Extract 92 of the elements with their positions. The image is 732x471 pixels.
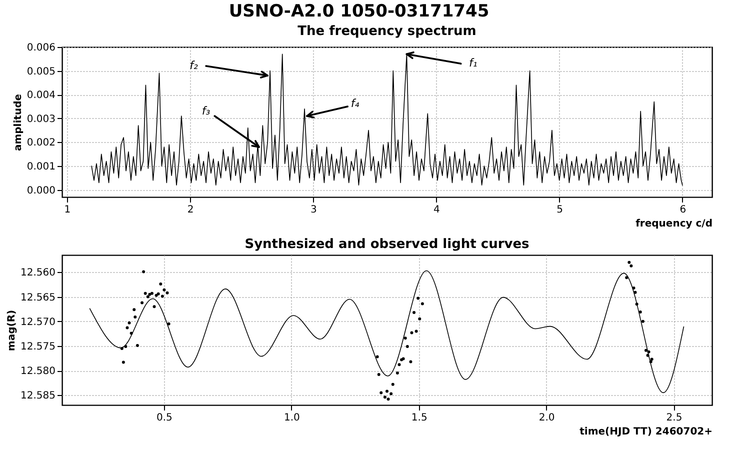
- point: [377, 373, 380, 376]
- y-tick-label: 0.004: [26, 90, 56, 102]
- point: [398, 363, 401, 366]
- point: [130, 332, 133, 335]
- point: [391, 382, 394, 386]
- point: [128, 321, 131, 324]
- y-tick-label: 0.000: [26, 185, 56, 196]
- point: [412, 311, 416, 314]
- point: [649, 360, 652, 364]
- point: [142, 270, 146, 274]
- point: [420, 302, 424, 306]
- y-axis-title: amplitude: [12, 94, 24, 152]
- x-tick-label: 5: [556, 204, 564, 216]
- point: [386, 390, 388, 393]
- point: [140, 301, 144, 304]
- annotation: f₁: [469, 56, 478, 70]
- x-tick-label: 2: [187, 204, 194, 216]
- annotation: f₃: [202, 104, 211, 118]
- point: [126, 326, 129, 330]
- point: [146, 295, 150, 298]
- chart-subtitle: The frequency spectrum: [298, 24, 476, 39]
- y-tick-label: 12.585: [20, 390, 56, 402]
- point: [134, 315, 137, 318]
- point: [406, 344, 409, 348]
- point: [647, 350, 650, 354]
- point: [120, 346, 124, 350]
- line-series: [91, 53, 683, 186]
- point: [390, 392, 393, 396]
- x-tick-label: 3: [310, 204, 317, 216]
- point: [132, 308, 136, 312]
- chart-title: USNO-A2.0 1050-03171745: [228, 1, 490, 22]
- point: [144, 292, 147, 295]
- y-axis-title: mag(R): [6, 310, 18, 352]
- point: [404, 336, 407, 340]
- point: [628, 260, 631, 264]
- point: [630, 264, 633, 268]
- y-tick-label: 0.005: [26, 66, 56, 78]
- y-tick-label: 0.006: [26, 42, 56, 54]
- point: [409, 360, 412, 364]
- point: [148, 292, 152, 296]
- y-tick-label: 12.565: [20, 292, 56, 304]
- x-tick-label: 6: [680, 204, 686, 216]
- chart-title: Synthesized and observed light curves: [244, 237, 530, 252]
- x-tick-label: 0.5: [156, 412, 172, 424]
- y-tick-label: 12.570: [20, 316, 56, 328]
- point: [380, 391, 383, 394]
- x-tick-label: 1.5: [411, 412, 428, 424]
- y-tick-label: 12.560: [20, 268, 56, 279]
- x-tick-label: 1.0: [284, 412, 300, 424]
- point: [625, 276, 628, 280]
- y-tick-label: 12.575: [20, 341, 56, 352]
- point: [383, 396, 386, 399]
- x-tick-label: 2.5: [666, 412, 682, 424]
- point: [156, 292, 160, 296]
- x-tick-label: 1: [64, 204, 71, 216]
- point: [160, 294, 164, 298]
- point: [396, 372, 399, 375]
- point: [152, 305, 156, 308]
- point: [167, 322, 170, 326]
- point: [641, 320, 644, 323]
- point: [150, 292, 154, 295]
- point: [410, 331, 414, 334]
- point: [376, 355, 379, 358]
- y-tick-label: 0.001: [26, 162, 56, 173]
- y-tick-label: 12.580: [20, 366, 56, 378]
- point: [159, 282, 162, 286]
- point: [638, 310, 642, 314]
- point: [414, 330, 418, 333]
- point: [154, 294, 158, 297]
- point: [634, 290, 637, 294]
- point: [632, 286, 636, 290]
- x-tick-label: 4: [434, 204, 440, 216]
- point: [124, 344, 128, 348]
- x-axis-title: time(HJD TT) 2460702+: [580, 426, 712, 438]
- point: [635, 302, 638, 306]
- line-series: [89, 270, 684, 394]
- point: [166, 291, 169, 294]
- point: [122, 360, 125, 364]
- annotation: f₂: [190, 59, 198, 72]
- annotation: f₄: [350, 97, 360, 110]
- y-tick-label: 0.003: [26, 114, 56, 125]
- point: [644, 348, 648, 352]
- point: [418, 317, 422, 320]
- x-tick-label: 2.0: [538, 412, 555, 424]
- point: [416, 296, 420, 300]
- point: [650, 358, 654, 361]
- point: [646, 354, 650, 357]
- y-tick-label: 0.002: [26, 138, 56, 149]
- point: [162, 288, 166, 292]
- point: [386, 398, 390, 401]
- point: [136, 344, 139, 347]
- x-axis-title: frequency c/d: [636, 218, 712, 230]
